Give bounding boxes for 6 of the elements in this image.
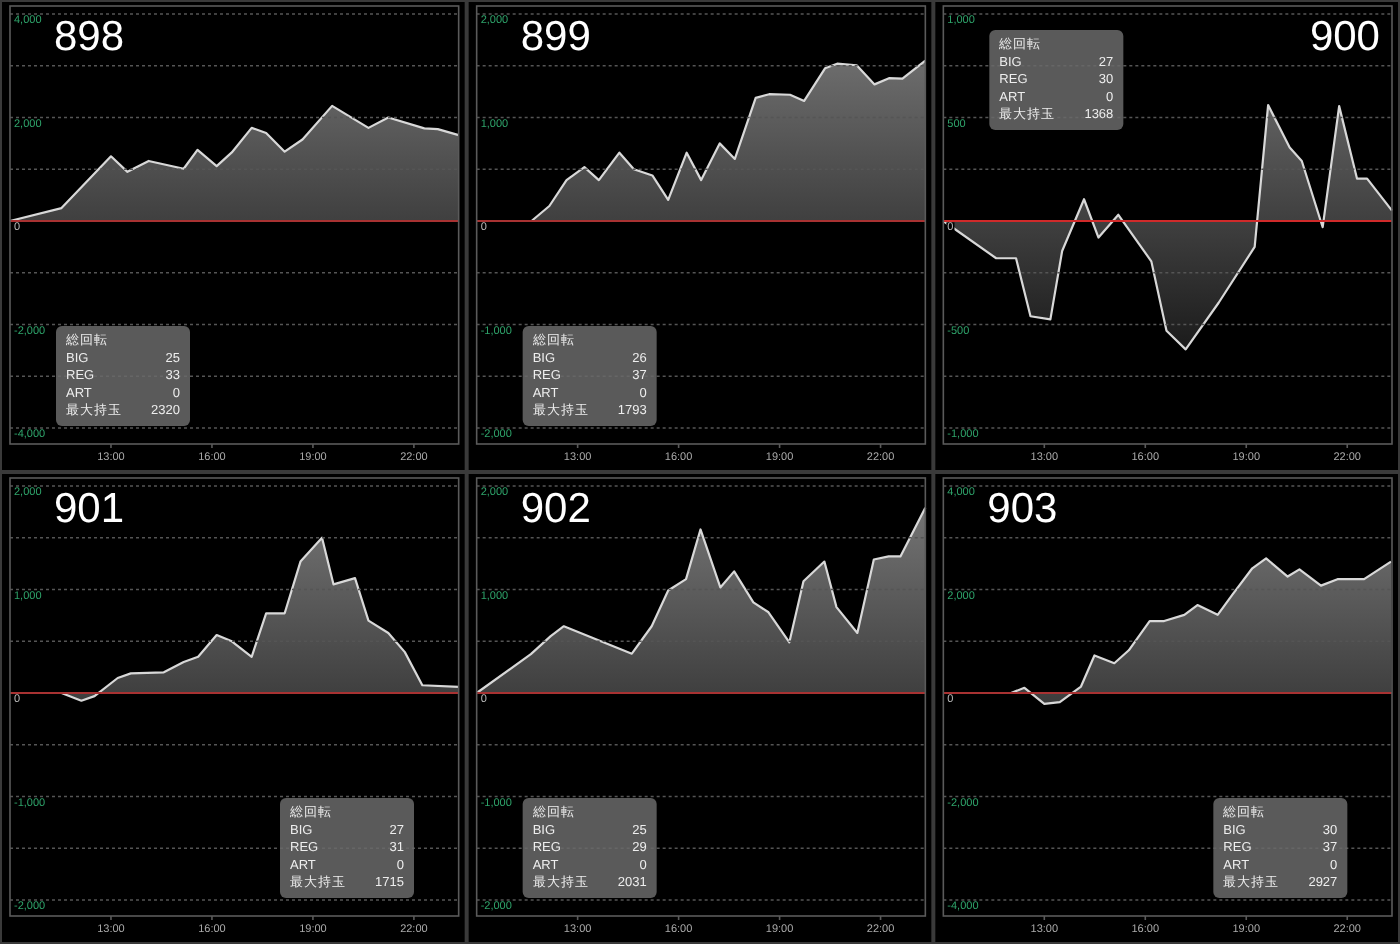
chart-title: 898 bbox=[54, 14, 125, 60]
chart-title: 903 bbox=[987, 486, 1058, 532]
chart-title: 900 bbox=[1309, 14, 1380, 60]
chart-title: 901 bbox=[54, 486, 125, 532]
chart-title: 902 bbox=[520, 486, 591, 532]
chart-title: 899 bbox=[520, 14, 591, 60]
